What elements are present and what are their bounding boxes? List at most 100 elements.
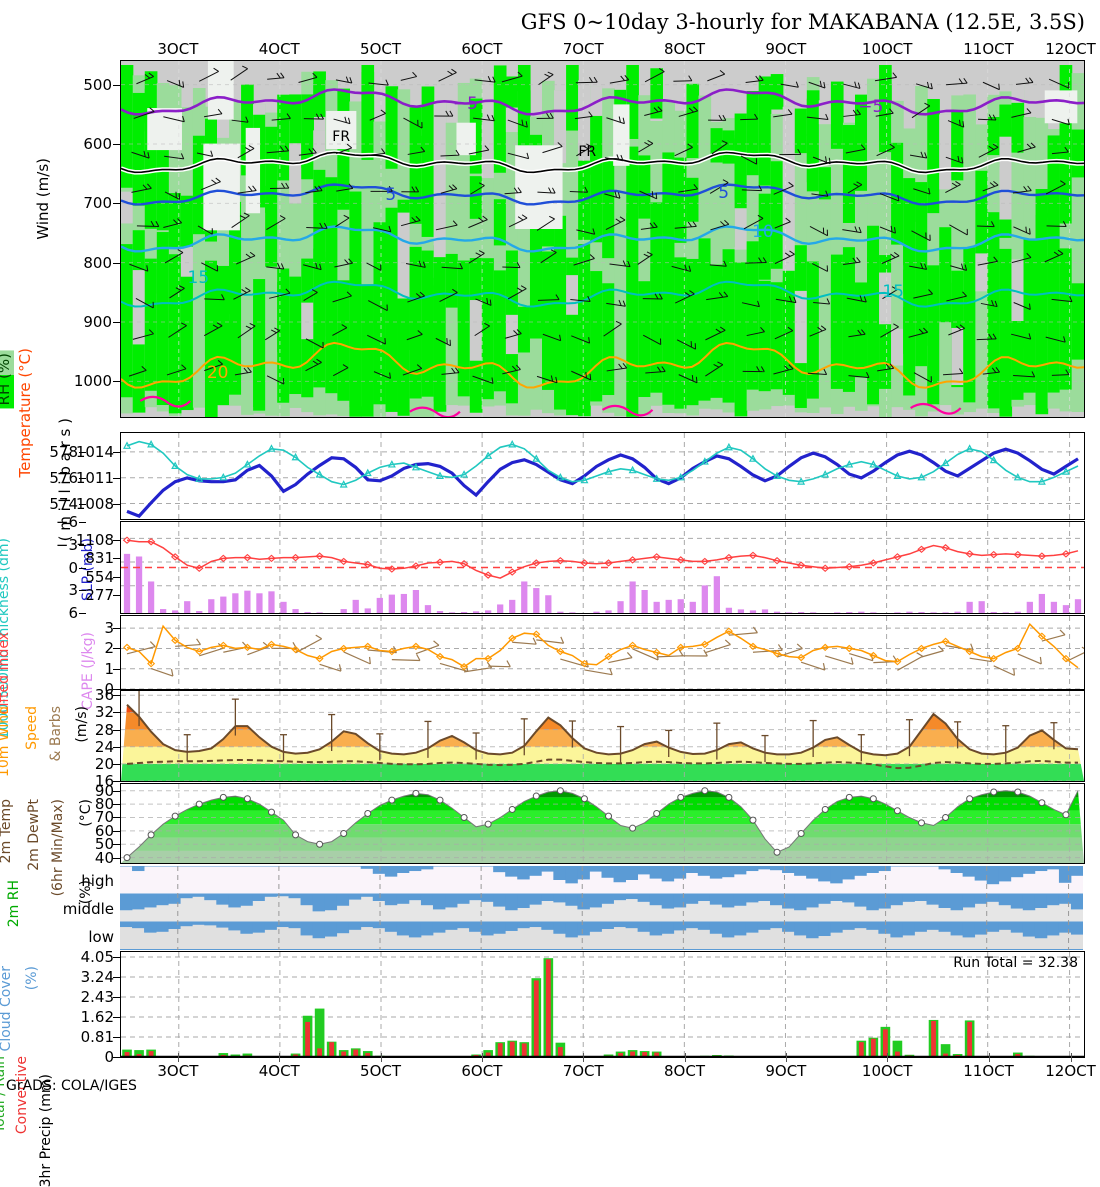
cloud-row-label: high: [58, 872, 114, 890]
cape-ytick: 554: [62, 568, 114, 586]
contour-label: 5: [385, 185, 396, 205]
x-tick-mark: [583, 1053, 584, 1062]
cloud-row-label: middle: [58, 900, 114, 918]
precip-ytick: 4.05: [52, 948, 114, 966]
rh-legend-swatch: RH (%): [0, 350, 14, 408]
tick-mark: [113, 804, 120, 805]
tick-mark: [113, 648, 120, 649]
tick-mark: [113, 452, 120, 453]
tick-mark: [113, 322, 121, 323]
tick-mark: [113, 695, 120, 696]
axis-title: Speed: [24, 706, 40, 750]
rh-ytick: 40: [62, 849, 114, 867]
axis-title: 2m RH: [6, 880, 22, 927]
tick-mark: [113, 997, 120, 998]
axis-title: Convective: [14, 1056, 30, 1134]
axis-title: 10m Wind: [0, 706, 12, 777]
precip-ytick: 1.62: [52, 1008, 114, 1026]
tick-mark: [113, 781, 120, 782]
panel-2m-temp[interactable]: [120, 690, 1085, 782]
contour-label: FR: [332, 129, 350, 145]
x-tick-label: 7OCT: [563, 1062, 604, 1080]
tick-mark: [113, 85, 121, 86]
panel-10m-wind[interactable]: [120, 615, 1085, 690]
x-tick-mark: [685, 1053, 686, 1062]
tick-mark: [113, 381, 121, 382]
x-tick-label: 9OCT: [765, 1062, 806, 1080]
tick-mark: [113, 1057, 120, 1058]
x-tick-label: 12OCT: [1045, 40, 1096, 58]
axis-title: Temperature (°C): [16, 348, 34, 477]
wind-ytick: 1: [62, 660, 114, 678]
x-tick-label: 8OCT: [664, 1062, 705, 1080]
cape-ytick: 277: [62, 586, 114, 604]
precip-ytick: 0.81: [52, 1028, 114, 1046]
x-tick-label: 6OCT: [461, 40, 502, 58]
x-tick-mark: [1071, 1053, 1072, 1062]
wind-ytick: 2: [62, 639, 114, 657]
x-tick-label: 4OCT: [259, 1062, 300, 1080]
x-tick-mark: [887, 1053, 888, 1062]
tick-mark: [113, 1017, 120, 1018]
x-tick-label: 5OCT: [360, 40, 401, 58]
contour-label: −5: [858, 97, 883, 117]
panel-3hr-precip[interactable]: Run Total = 32.38: [120, 951, 1085, 1058]
footer-credit: GrADS: COLA/IGES: [6, 1078, 137, 1094]
x-tick-label: 8OCT: [664, 40, 705, 58]
x-tick-label: 9OCT: [765, 40, 806, 58]
tick-mark: [113, 764, 120, 765]
cape-ytick: 831: [62, 549, 114, 567]
tick-mark: [113, 977, 120, 978]
panel-lifted-index-cape[interactable]: [120, 521, 1085, 614]
x-tick-label: 6OCT: [461, 1062, 502, 1080]
page-title: GFS 0~10day 3-hourly for MAKABANA (12.5E…: [0, 10, 1085, 34]
x-tick-mark: [989, 1053, 990, 1062]
run-total-label: Run Total = 32.38: [953, 955, 1078, 971]
tick-mark: [113, 730, 120, 731]
contour-label: 20: [207, 363, 229, 383]
x-tick-mark: [482, 1053, 483, 1062]
tick-mark: [113, 144, 121, 145]
contour-label: 15: [188, 268, 210, 288]
panel-upper-air[interactable]: [120, 60, 1085, 418]
tick-mark: [113, 831, 120, 832]
tick-mark: [113, 577, 120, 578]
lifted-index-ytick: −6: [46, 513, 78, 531]
upper-ytick: 600: [60, 135, 112, 153]
temp-ytick: 20: [62, 755, 114, 773]
precip-ytick: 0: [52, 1048, 114, 1066]
contour-label: FR: [578, 144, 596, 160]
temp-ytick: 32: [62, 703, 114, 721]
x-tick-label: 10OCT: [862, 1062, 913, 1080]
x-tick-label: 10OCT: [862, 40, 913, 58]
tick-mark: [79, 613, 86, 614]
contour-label: 15: [882, 282, 904, 302]
tick-mark: [113, 712, 120, 713]
x-tick-label: 12OCT: [1045, 1062, 1096, 1080]
x-tick-label: 11OCT: [963, 40, 1014, 58]
panel-2m-rh[interactable]: [120, 783, 1085, 864]
panel-cloud-cover[interactable]: [120, 866, 1085, 950]
axis-title: 2m Temp: [0, 799, 14, 863]
wind-ytick: 3: [62, 619, 114, 637]
upper-ytick: 1000: [60, 372, 112, 390]
x-tick-label: 3OCT: [157, 40, 198, 58]
slp-ytick: 1008: [62, 495, 114, 513]
slp-ytick: 1014: [62, 443, 114, 461]
tick-mark: [113, 747, 120, 748]
x-tick-label: 7OCT: [563, 40, 604, 58]
tick-mark: [113, 817, 120, 818]
contour-label: 5: [718, 183, 729, 203]
tick-mark: [113, 844, 120, 845]
panel-slp-thickness[interactable]: [120, 432, 1085, 520]
temp-ytick: 28: [62, 721, 114, 739]
contour-label: 10: [752, 222, 774, 242]
tick-mark: [113, 628, 120, 629]
axis-title: Cloud Cover: [0, 966, 14, 1051]
tick-mark: [113, 957, 120, 958]
x-tick-mark: [786, 1053, 787, 1062]
tick-mark: [113, 478, 120, 479]
x-tick-mark: [279, 1053, 280, 1062]
tick-mark: [113, 791, 120, 792]
x-tick-label: 3OCT: [157, 1062, 198, 1080]
